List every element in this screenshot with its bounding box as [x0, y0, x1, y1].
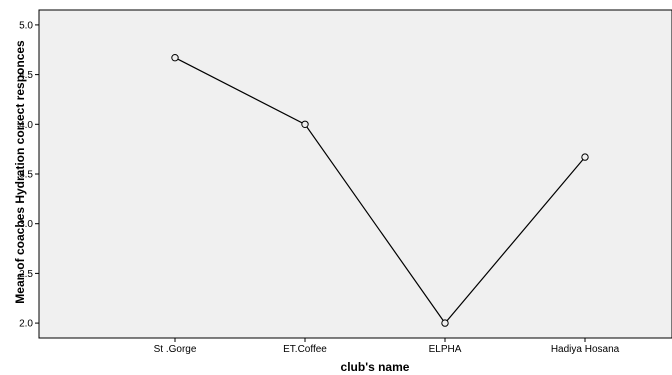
y-tick-label: 4.5 [19, 70, 33, 81]
series-line [174, 57, 586, 325]
plot-background [38, 9, 672, 339]
x-tick-label: ELPHA [429, 344, 462, 355]
data-point-marker [301, 120, 309, 129]
x-tick-label: St .Gorge [154, 344, 197, 355]
x-tick-label: Hadiya Hosana [551, 344, 620, 355]
y-tick-label: 3.0 [19, 219, 33, 230]
y-tick-label: 2.5 [19, 269, 33, 280]
data-point-marker [441, 319, 449, 327]
x-tick-label: ET.Coffee [283, 344, 327, 355]
y-axis-title: Mean of coaches Hydration correct respon… [13, 40, 27, 304]
data-point-marker [581, 153, 589, 161]
y-tick-label: 2.0 [19, 319, 33, 330]
y-tick-label: 3.5 [19, 170, 33, 181]
y-tick-label: 4.0 [19, 120, 33, 131]
data-point-marker [171, 54, 179, 62]
x-axis: St .Gorge ET.Coffee ELPHA Hadiya Hosana [154, 338, 620, 355]
series-layer [171, 54, 589, 327]
y-tick-label: 5.0 [19, 20, 33, 31]
x-axis-title: club's name [341, 360, 410, 374]
y-axis: 2.0 2.5 3.0 3.5 4.0 4.5 5.0 [19, 20, 39, 330]
